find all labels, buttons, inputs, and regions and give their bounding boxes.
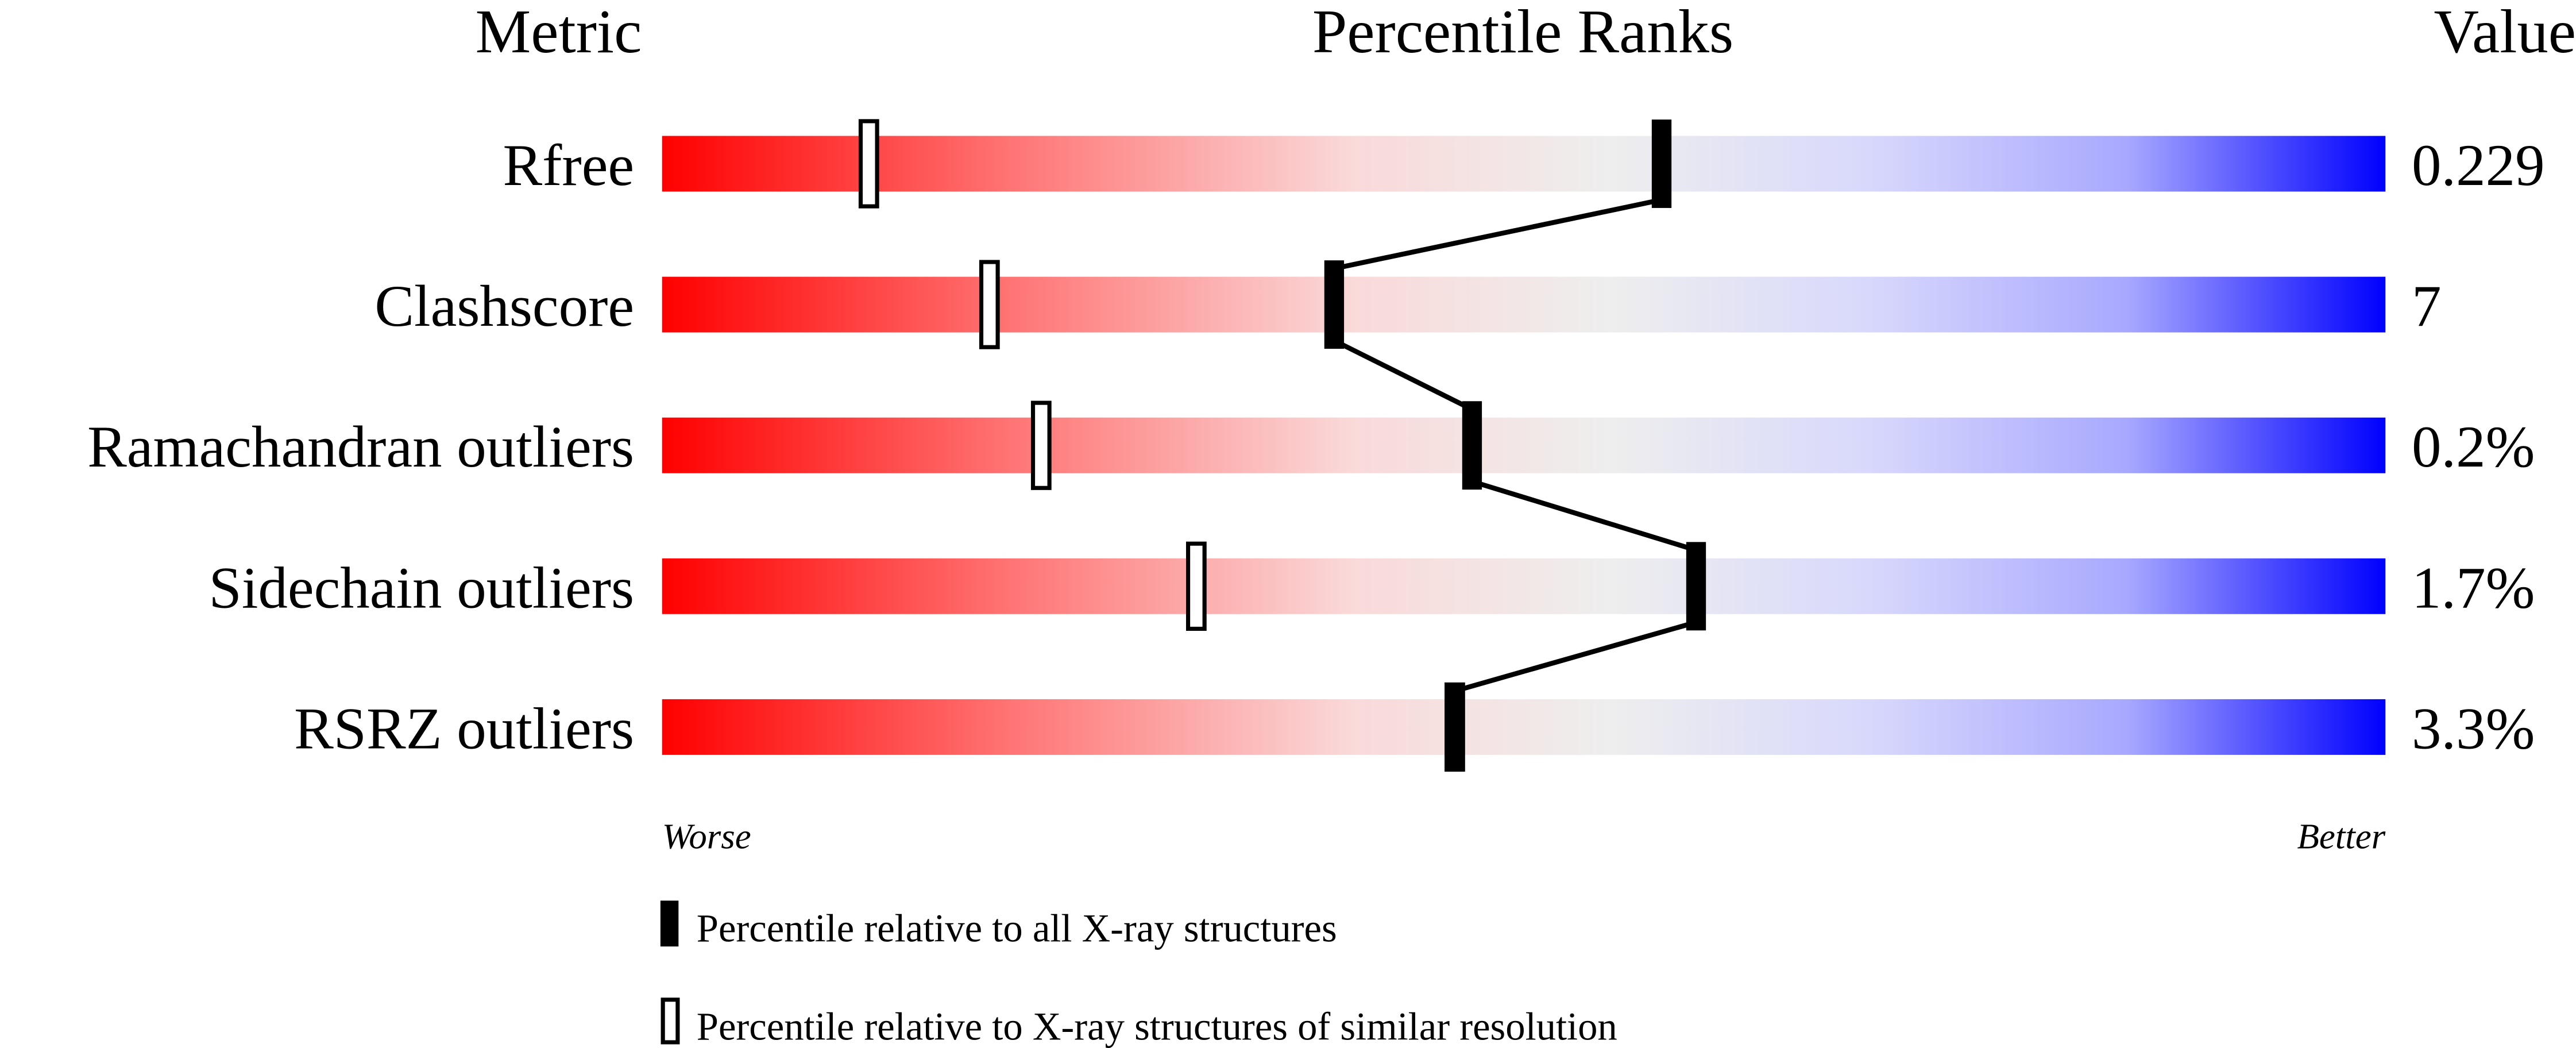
connector-line bbox=[1334, 197, 1662, 271]
all-structures-marker bbox=[1324, 260, 1345, 349]
header-value: Value bbox=[2434, 0, 2576, 66]
axis-label-better: Better bbox=[2297, 816, 2385, 856]
metric-label: RSRZ outliers bbox=[294, 696, 634, 762]
metric-value: 0.229 bbox=[2412, 133, 2545, 198]
legend-similar-label: Percentile relative to X-ray structures … bbox=[697, 1005, 1617, 1048]
similar-resolution-marker bbox=[979, 260, 1000, 349]
axis-label-worse: Worse bbox=[662, 816, 751, 856]
metric-label: Clashscore bbox=[374, 273, 634, 339]
percentile-bar bbox=[662, 558, 2386, 614]
all-structures-marker bbox=[1651, 120, 1672, 208]
similar-resolution-marker bbox=[1185, 541, 1207, 631]
similar-resolution-marker bbox=[1030, 400, 1052, 490]
all-structures-marker bbox=[1445, 683, 1465, 772]
similar-resolution-marker bbox=[858, 119, 879, 209]
metric-value: 7 bbox=[2412, 273, 2441, 339]
percentile-bar bbox=[662, 417, 2386, 473]
metric-label: Sidechain outliers bbox=[209, 556, 635, 621]
connector-line bbox=[1471, 479, 1697, 553]
all-structures-marker bbox=[1462, 401, 1482, 490]
header-metric: Metric bbox=[476, 0, 642, 66]
header-ranks: Percentile Ranks bbox=[1312, 0, 1733, 66]
metric-label: Ramachandran outliers bbox=[87, 414, 634, 480]
metric-value: 1.7% bbox=[2412, 556, 2535, 621]
connector-line bbox=[1454, 619, 1697, 693]
legend-open-marker bbox=[661, 997, 680, 1045]
metric-value: 0.2% bbox=[2412, 414, 2535, 480]
connector-line bbox=[1333, 338, 1473, 412]
legend-all-label: Percentile relative to all X-ray structu… bbox=[697, 907, 1337, 950]
percentile-bar bbox=[662, 276, 2386, 333]
percentile-bar bbox=[662, 699, 2386, 755]
metric-value: 3.3% bbox=[2412, 696, 2535, 762]
all-structures-marker bbox=[1686, 542, 1706, 631]
legend-filled-marker bbox=[660, 900, 679, 947]
metric-label: Rfree bbox=[503, 133, 634, 198]
percentile-bar bbox=[662, 136, 2386, 192]
